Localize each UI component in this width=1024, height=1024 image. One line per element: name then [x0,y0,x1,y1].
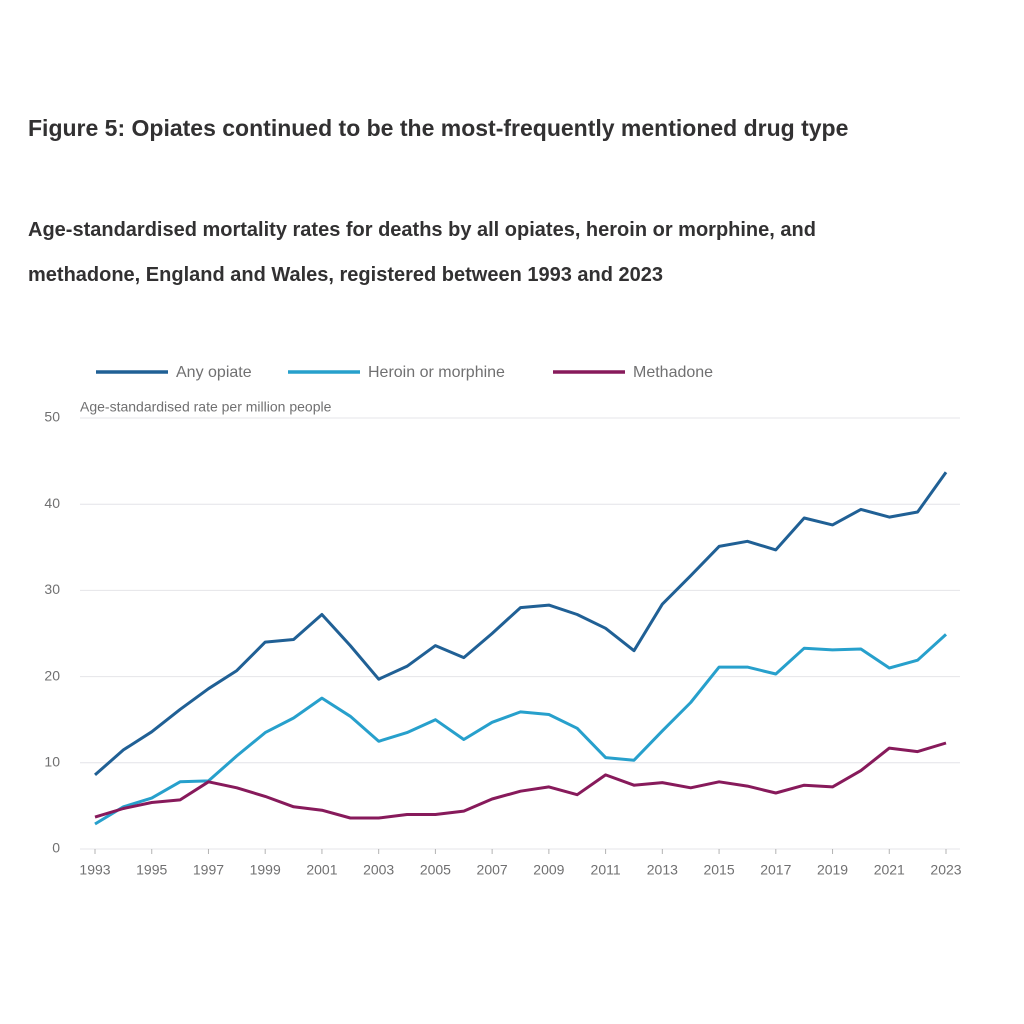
x-tick-label: 2019 [817,862,848,878]
x-tick-label: 1999 [250,862,281,878]
x-tick-label: 2017 [760,862,791,878]
x-tick-label: 2001 [306,862,337,878]
x-tick-label: 2011 [591,862,621,878]
x-tick-label: 1997 [193,862,224,878]
y-tick-label: 20 [44,667,60,683]
legend-label: Any opiate [176,364,252,381]
y-tick-label: 30 [44,581,60,597]
chart-title: Figure 5: Opiates continued to be the mo… [28,115,849,141]
y-axis-label: Age-standardised rate per million people [80,399,332,415]
x-tick-label: 2023 [930,862,961,878]
data-line [94,633,948,826]
x-tick-label: 2007 [477,862,508,878]
x-tick-label: 1995 [136,862,167,878]
x-tick-label: 2005 [420,862,451,878]
y-tick-label: 0 [52,840,60,856]
x-tick-label: 2003 [363,862,394,878]
y-tick-label: 50 [44,409,60,425]
x-tick-label: 2013 [647,862,678,878]
chart-subtitle: Age-standardised mortality rates for dea… [28,219,816,286]
x-tick-label: 2009 [533,862,564,878]
y-tick-label: 40 [44,495,60,511]
data-line [94,741,947,820]
legend-label: Methadone [633,364,713,381]
legend-label: Heroin or morphine [368,364,505,381]
y-tick-label: 10 [44,754,60,770]
x-tick-label: 2021 [874,862,905,878]
data-line [94,471,948,777]
x-tick-label: 2015 [703,862,734,878]
x-tick-label: 1993 [79,862,110,878]
